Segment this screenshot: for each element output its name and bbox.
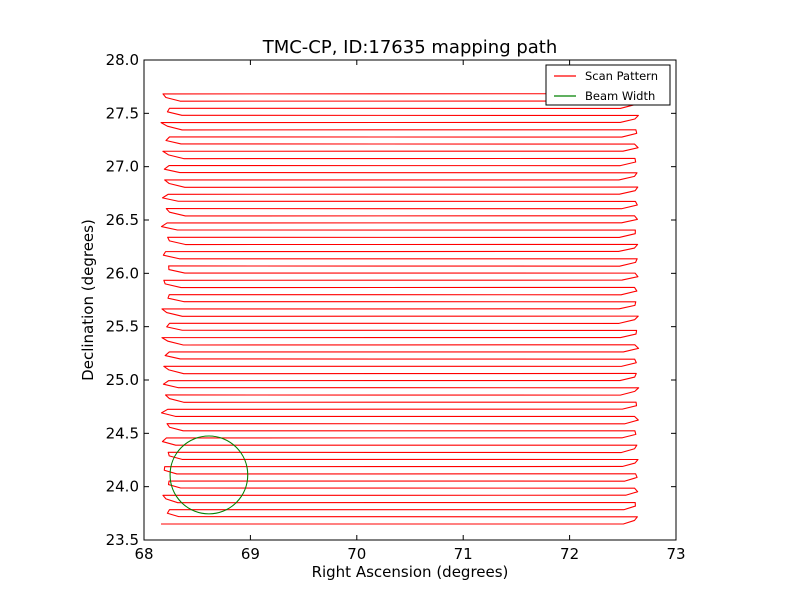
x-tick-label: 70 [347,545,366,563]
legend-box [545,64,671,106]
plot-area [160,89,640,525]
y-tick-label: 26.5 [106,211,139,229]
y-tick-label: 27.0 [106,158,139,176]
scan-pattern-line [160,89,640,525]
x-tick-label: 68 [134,545,153,563]
x-tick-label: 72 [560,545,579,563]
y-tick-label: 24.5 [106,424,139,442]
y-tick-label: 27.5 [106,104,139,122]
y-axis-label: Declination (degrees) [79,219,97,381]
y-tick-label: 25.5 [106,318,139,336]
chart-title: TMC-CP, ID:17635 mapping path [262,37,558,58]
y-tick-label: 24.0 [106,478,139,496]
axes: 68 69 70 71 72 73 23.5 24.0 24.5 25.0 25.5 26.0 26.5… [106,51,686,563]
y-tick-label: 28.0 [106,51,139,69]
legend-label-scan-pattern: Scan Pattern [585,69,658,83]
legend-label-beam-width: Beam Width [585,89,655,103]
beam-width-circle [169,435,249,515]
x-tick-label: 73 [666,545,685,563]
y-tick-label: 26.0 [106,264,139,282]
x-axis-label: Right Ascension (degrees) [312,563,509,581]
y-tick-label: 25.0 [106,371,139,389]
axes-frame [143,59,677,541]
y-tick-label: 23.5 [106,531,139,549]
legend: Scan Pattern Beam Width [545,64,671,106]
x-tick-label: 71 [454,545,473,563]
x-tick-label: 69 [241,545,260,563]
